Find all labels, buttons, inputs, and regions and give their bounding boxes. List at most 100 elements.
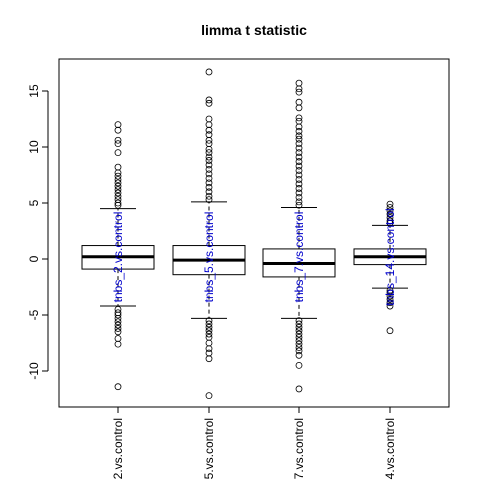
outlier-point [114,163,122,171]
outlier-point [386,289,394,297]
outlier-point [295,198,303,206]
chart-title: limma t statistic [201,22,307,38]
outlier-point [114,309,122,317]
outlier-point [386,217,394,225]
outlier-point [114,199,122,207]
outlier-point [114,340,122,348]
x-tick-label: 5.vs.control [202,418,216,479]
outlier-point [205,153,213,161]
outlier-point [295,123,303,131]
x-tick-label: 7.vs.control [292,418,306,479]
outlier-point [114,126,122,134]
outlier-point [295,385,303,393]
outlier-point [205,161,213,169]
outlier-point [114,314,122,322]
box-1: tnbs_2.vs.control [81,121,155,391]
series-inbox-label: tnbs_7.vs.control [292,212,306,303]
outlier-point [295,132,303,140]
y-tick-label: -10 [27,362,41,380]
outlier-point [205,68,213,76]
outlier-point [205,192,213,200]
outlier-point [295,340,303,348]
outlier-point [114,189,122,197]
outlier-point [114,182,122,190]
outlier-point [295,189,303,197]
outlier-point [295,158,303,165]
outlier-point [205,149,213,157]
outlier-point [205,323,213,331]
outlier-point [114,149,122,157]
x-tick-label: 4.vs.control [383,418,397,479]
outlier-point [386,292,394,300]
outlier-point [205,170,213,178]
outlier-point [295,344,303,351]
outlier-point [295,317,303,325]
y-tick-label: 15 [27,84,41,98]
outlier-point [295,144,303,152]
box-series-group: tnbs_2.vs.control tnbs_5.vs.control tnbs_7… [81,68,427,400]
outlier-point [295,104,303,112]
outlier-point [205,165,213,173]
outlier-point [295,347,303,355]
outlier-point [295,185,303,192]
outlier-point [205,174,213,182]
outlier-point [114,121,122,128]
outlier-point [386,200,394,208]
outlier-point [295,176,303,183]
outlier-point [205,355,213,363]
y-tick-label: 10 [27,140,41,154]
outlier-point [205,126,213,134]
outlier-point [295,140,303,148]
outlier-point [205,145,213,153]
outlier-point [295,351,303,359]
outlier-point [114,172,122,180]
outlier-point [205,196,213,204]
outlier-point [295,153,303,161]
y-tick-label: 5 [27,199,41,206]
box-3: tnbs_7.vs.control [262,79,336,393]
y-axis: -10 -5 0 5 10 15 [27,84,49,380]
outlier-point [295,79,303,87]
outlier-point [114,311,122,319]
outlier-point [114,140,122,148]
outlier-point [386,302,394,310]
outlier-point [114,179,122,187]
outlier-point [295,149,303,157]
outlier-point [386,210,394,218]
plot-frame [58,58,450,408]
outlier-point [386,219,394,227]
outlier-point [114,321,122,329]
outlier-point [114,192,122,200]
outlier-point [295,127,303,135]
box-4: tnbs_14.vs.control [353,200,427,335]
outlier-point [295,162,303,170]
outlier-point [114,383,122,391]
outlier-point [205,392,213,400]
outlier-point [205,121,213,128]
x-axis-labels: 2.vs.control 5.vs.control 7.vs.control 4.vs… [111,407,397,479]
outlier-point [295,337,303,345]
outlier-point [205,96,213,104]
outlier-point [295,330,303,338]
outlier-point [386,204,394,211]
outlier-point [205,99,213,107]
outlier-point [205,330,213,338]
outlier-point [295,323,303,331]
outlier-point [386,299,394,307]
outlier-point [114,328,122,336]
outlier-point [295,167,303,174]
outlier-point [205,320,213,328]
outlier-point [205,157,213,164]
outlier-point [295,320,303,328]
outlier-point [205,136,213,144]
outlier-point [205,179,213,187]
outlier-point [386,295,394,303]
outlier-point [295,180,303,188]
outlier-point [114,176,122,183]
outlier-point [295,201,303,209]
x-tick-label: 2.vs.control [111,418,125,479]
series-inbox-label: tnbs_5.vs.control [202,212,216,303]
outlier-point [205,115,213,123]
